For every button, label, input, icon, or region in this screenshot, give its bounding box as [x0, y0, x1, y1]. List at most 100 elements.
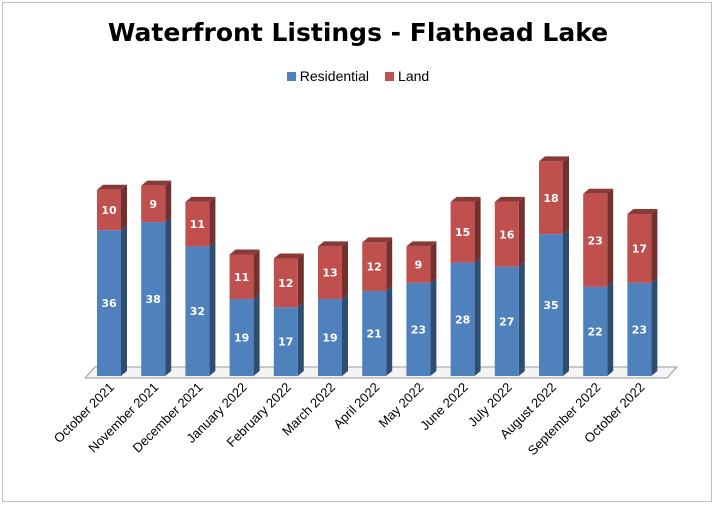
bar-land	[539, 161, 563, 235]
bar-top-land	[185, 196, 216, 202]
bar-side-land	[651, 209, 658, 283]
bar-land	[494, 201, 519, 267]
bar-residential	[539, 234, 563, 376]
bar-residential	[97, 230, 121, 376]
data-label-land: 9	[149, 198, 157, 211]
bar-side-residential	[430, 277, 437, 376]
legend-item-land: Land	[385, 68, 429, 84]
data-label-land: 12	[367, 261, 382, 274]
bar-side-land	[430, 241, 437, 283]
data-label-residential: 17	[278, 336, 293, 349]
data-label-residential: 35	[543, 299, 558, 312]
bar-side-residential	[386, 285, 393, 376]
bar-top-land	[627, 209, 658, 214]
bar-side-residential	[253, 294, 260, 376]
bar-top-land	[539, 156, 569, 162]
bar-land	[627, 214, 652, 283]
bar-land	[229, 254, 254, 300]
bar-side-residential	[297, 302, 304, 376]
chart-title: Waterfront Listings - Flathead Lake	[107, 18, 609, 47]
data-label-residential: 27	[499, 315, 514, 328]
bar-residential	[141, 222, 166, 376]
bar-side-residential	[165, 217, 172, 376]
x-tick-label: April 2022	[330, 380, 382, 432]
bar-top-land	[406, 241, 437, 247]
data-label-land: 11	[234, 271, 249, 284]
bar-residential	[494, 266, 519, 376]
bar-residential	[362, 290, 387, 376]
bar-residential	[406, 282, 431, 376]
bar-land	[362, 242, 387, 291]
bar-side-residential	[474, 257, 481, 376]
data-label-land: 17	[632, 242, 647, 255]
bar-side-land	[518, 196, 525, 267]
bar-residential	[229, 299, 254, 376]
bar-side-residential	[563, 229, 569, 376]
bar-top-land	[229, 249, 260, 255]
legend-swatch-residential	[286, 71, 296, 81]
bar-top-land	[141, 180, 172, 186]
bar-land	[406, 246, 431, 283]
bar-residential	[273, 307, 298, 376]
bar-land	[185, 201, 210, 247]
bar-side-land	[474, 196, 481, 263]
bar-side-land	[297, 253, 304, 308]
bar-side-land	[563, 156, 569, 235]
data-label-residential: 38	[146, 293, 161, 306]
data-label-residential: 28	[455, 313, 470, 326]
bar-residential	[450, 262, 475, 376]
bar-side-residential	[607, 281, 614, 376]
data-label-residential: 19	[234, 332, 249, 345]
bar-residential	[318, 299, 342, 376]
bar-top-land	[273, 253, 304, 259]
data-label-land: 23	[588, 234, 603, 247]
legend-item-residential: Residential	[286, 68, 370, 84]
bar-side-residential	[121, 225, 127, 376]
bar-residential	[583, 286, 608, 376]
bar-side-land	[607, 188, 614, 287]
bar-top-land	[494, 196, 525, 202]
legend-swatch-land	[385, 71, 395, 81]
x-tick-label: June 2022	[417, 380, 471, 434]
data-label-residential: 36	[101, 297, 117, 310]
bar-land	[583, 193, 608, 287]
legend: Residential Land	[0, 68, 716, 84]
data-label-land: 13	[322, 267, 337, 280]
data-label-residential: 21	[367, 327, 382, 340]
bar-land	[97, 189, 121, 231]
bar-land	[141, 185, 166, 223]
legend-label-residential: Residential	[299, 68, 370, 84]
bar-side-land	[253, 249, 260, 300]
bar-top-land	[362, 237, 393, 243]
bar-land	[273, 258, 298, 308]
data-label-land: 12	[278, 277, 293, 290]
bar-side-residential	[518, 261, 525, 376]
legend-label-land: Land	[398, 68, 430, 84]
bar-residential	[627, 282, 652, 376]
bar-top-land	[583, 188, 614, 194]
data-label-residential: 22	[588, 325, 603, 338]
bar-land	[318, 246, 342, 300]
bar-land	[450, 201, 475, 263]
bar-top-land	[318, 241, 348, 247]
bar-side-residential	[209, 241, 216, 376]
data-label-residential: 23	[411, 323, 426, 336]
bar-residential	[185, 246, 210, 376]
bar-side-land	[121, 184, 127, 231]
data-label-land: 18	[543, 192, 558, 205]
data-label-residential: 19	[322, 332, 337, 345]
data-label-land: 10	[101, 204, 117, 217]
bar-side-land	[165, 180, 172, 223]
data-label-residential: 23	[632, 323, 647, 336]
data-label-residential: 32	[190, 305, 205, 318]
bar-side-land	[209, 196, 216, 247]
data-label-land: 9	[415, 259, 423, 272]
bar-top-land	[97, 184, 127, 190]
bar-side-residential	[342, 294, 348, 376]
bar-side-land	[342, 241, 348, 300]
bar-side-land	[386, 237, 393, 291]
bar-side-residential	[651, 277, 658, 376]
bar-top-land	[450, 196, 481, 202]
data-label-land: 11	[190, 218, 205, 231]
